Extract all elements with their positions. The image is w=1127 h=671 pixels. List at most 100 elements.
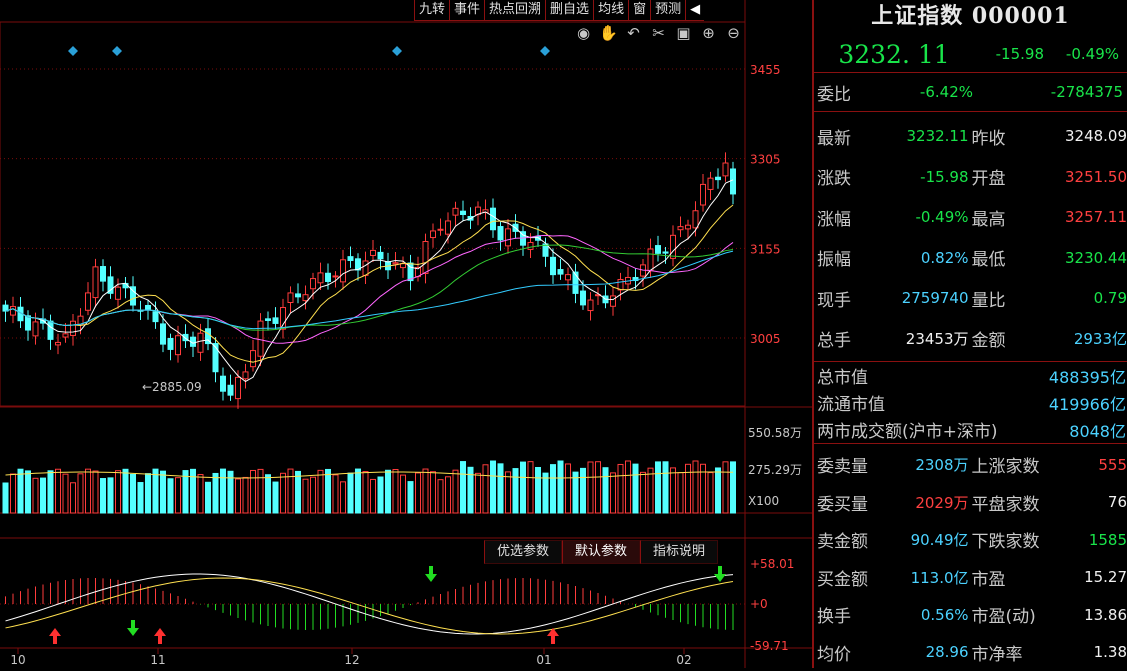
quote-label: 最新 xyxy=(814,124,871,149)
volume-bar xyxy=(453,470,458,513)
volume-bar xyxy=(71,483,76,513)
volume-bar xyxy=(491,461,496,513)
volume-bar xyxy=(423,469,428,513)
tab-indicator-help[interactable]: 指标说明 xyxy=(640,540,718,564)
toolbar-ma-button[interactable]: 均线 xyxy=(593,0,628,20)
sell-signal-icon xyxy=(714,566,726,582)
market-label: 流通市值 xyxy=(814,390,1042,415)
candle-body xyxy=(731,169,736,194)
volume-bar xyxy=(198,475,203,513)
volume-bar xyxy=(18,469,23,513)
candle-body xyxy=(161,324,166,344)
quote-label: 最高 xyxy=(969,205,1050,230)
month-label: 02 xyxy=(676,653,691,667)
candle-body xyxy=(678,227,683,230)
month-label: 12 xyxy=(344,653,359,667)
volume-bar xyxy=(543,473,548,513)
weibi-value: -2784375 xyxy=(973,83,1123,101)
event-marker-icon xyxy=(112,46,122,56)
breadth-value: 1.38 xyxy=(1049,643,1127,661)
volume-bar xyxy=(101,479,106,513)
breadth-value: 113.0亿 xyxy=(871,567,969,588)
market-value: 419966亿 xyxy=(1042,391,1126,415)
kline-chart[interactable]: 3455330531553005550.58万275.29万X100+58.01… xyxy=(0,0,812,668)
quote-label: 涨跌 xyxy=(814,164,871,189)
volume-bar xyxy=(446,477,451,513)
zoom-out-icon[interactable]: ⊖ xyxy=(724,24,743,42)
volume-bar xyxy=(363,472,368,513)
candle-body xyxy=(303,295,308,301)
toolbar-remove-watchlist-button[interactable]: 删自选 xyxy=(545,0,593,20)
lock-icon[interactable]: ▣ xyxy=(674,24,693,42)
volume-bar xyxy=(528,462,533,513)
volume-bar xyxy=(476,473,481,513)
volume-bar xyxy=(461,462,466,513)
volume-bar xyxy=(693,461,698,513)
candle-body xyxy=(716,177,721,179)
volume-bar xyxy=(348,473,353,513)
month-label: 01 xyxy=(536,653,551,667)
undo-icon[interactable]: ↶ xyxy=(624,24,643,42)
stock-title: 上证指数 000001 xyxy=(814,0,1127,36)
candle-body xyxy=(528,242,533,249)
hand-icon[interactable]: ✋ xyxy=(599,24,618,42)
candle-body xyxy=(581,291,586,305)
event-marker-icon xyxy=(68,46,78,56)
toolbar-forecast-button[interactable]: 预测 xyxy=(650,0,685,20)
market-value: 8048亿 xyxy=(1042,418,1126,442)
volume-bar xyxy=(168,479,173,513)
chart-tools: ◉ ✋ ↶ ✂ ▣ ⊕ ⊖ xyxy=(574,24,743,42)
breadth-value: 1585 xyxy=(1049,531,1127,549)
price-line: 3232. 11 -15.98 -0.49% xyxy=(814,36,1127,73)
volume-bar xyxy=(191,469,196,513)
volume-bar xyxy=(273,482,278,513)
toolbar-window-button[interactable]: 窗 xyxy=(628,0,650,20)
candle-body xyxy=(168,338,173,349)
volume-bar xyxy=(341,482,346,513)
volume-bar xyxy=(641,472,646,513)
tab-default-params[interactable]: 默认参数 xyxy=(562,540,640,564)
volume-bar xyxy=(213,473,218,513)
volume-bar xyxy=(303,479,308,513)
weibi-pct: -6.42% xyxy=(877,83,973,101)
breadth-label: 市净率 xyxy=(969,640,1050,665)
eye-icon[interactable]: ◉ xyxy=(574,24,593,42)
volume-bar xyxy=(708,473,713,513)
toolbar-jiuzhuan-button[interactable]: 九转 xyxy=(414,0,449,20)
candle-body xyxy=(198,333,203,352)
candle-body xyxy=(723,163,728,176)
volume-bar xyxy=(686,464,691,513)
volume-bar xyxy=(716,468,721,513)
volume-axis-label: 275.29万 xyxy=(748,463,802,477)
breadth-label: 卖金额 xyxy=(814,527,871,552)
toolbar-collapse-icon[interactable]: ◀ xyxy=(685,0,704,20)
breadth-label: 买金额 xyxy=(814,565,871,590)
candle-body xyxy=(258,321,263,356)
quote-label: 金额 xyxy=(969,326,1050,351)
volume-bar xyxy=(731,462,736,513)
scissors-icon[interactable]: ✂ xyxy=(649,24,668,42)
tab-optimal-params[interactable]: 优选参数 xyxy=(484,540,562,564)
breadth-label: 上涨家数 xyxy=(969,452,1050,477)
candle-body xyxy=(63,334,68,337)
volume-bar xyxy=(393,470,398,513)
macd-axis-label: +0 xyxy=(750,597,768,611)
volume-ma-line xyxy=(6,472,734,478)
quote-label: 振幅 xyxy=(814,245,871,270)
quote-label: 现手 xyxy=(814,286,871,311)
candle-body xyxy=(48,321,53,339)
candle-body xyxy=(431,231,436,238)
candle-body xyxy=(296,294,301,297)
candle-body xyxy=(243,372,248,379)
volume-bar xyxy=(221,469,226,513)
toolbar-hot-replay-button[interactable]: 热点回溯 xyxy=(484,0,545,20)
buy-signal-icon xyxy=(154,628,166,644)
price-axis-label: 3155 xyxy=(750,242,781,256)
toolbar-events-button[interactable]: 事件 xyxy=(449,0,484,20)
zoom-in-icon[interactable]: ⊕ xyxy=(699,24,718,42)
candle-body xyxy=(146,305,151,309)
candle-body xyxy=(401,264,406,268)
